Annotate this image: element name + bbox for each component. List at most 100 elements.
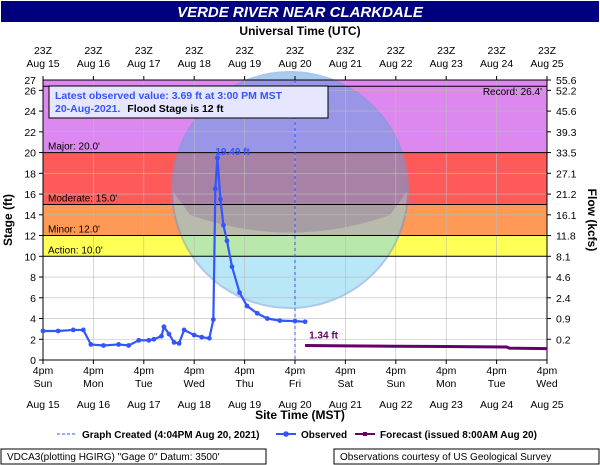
stage-tick-label: 16	[24, 189, 36, 201]
stage-tick-label: 0	[30, 355, 36, 367]
threshold-label-moderate: Moderate: 15.0'	[48, 193, 117, 204]
flow-tick-label: 0.9	[556, 314, 571, 326]
observed-point	[159, 333, 164, 339]
observed-point	[212, 186, 218, 192]
observed-point	[229, 264, 235, 270]
observed-point	[264, 316, 270, 321]
legend-forecast-label: Forecast (issued 8:00AM Aug 20)	[380, 430, 537, 441]
observed-point	[181, 327, 187, 333]
site-time-tick-time: 4pm	[486, 365, 507, 377]
observed-point	[161, 324, 167, 330]
site-time-tick-date: Aug 23	[430, 399, 463, 411]
site-time-tick-day: Wed	[183, 378, 205, 390]
utc-tick-date: Aug 22	[379, 58, 412, 70]
stage-tick-label: 27	[24, 75, 36, 87]
stage-tick-label: 10	[24, 251, 36, 263]
latest-value-box: Latest observed value: 3.69 ft at 3:00 P…	[48, 85, 329, 119]
observed-point	[277, 318, 283, 323]
stage-tick-label: 26	[24, 85, 36, 97]
flood-threshold-labels: Record: 26.4' Major: 20.0' Moderate: 15.0'…	[48, 87, 542, 256]
forecast-series	[305, 343, 548, 351]
flow-tick-label: 27.1	[556, 168, 577, 180]
threshold-label-minor: Minor: 12.0'	[48, 225, 100, 236]
observed-point	[176, 341, 182, 346]
observed-point	[210, 317, 216, 322]
stage-tick-label: 24	[24, 106, 36, 118]
observed-point	[136, 337, 142, 343]
observed-point	[126, 343, 132, 348]
flow-tick-label: 33.5	[556, 148, 577, 160]
observed-point	[221, 222, 226, 228]
flow-tick-label: 0.2	[556, 334, 571, 346]
stage-tick-label: 8	[30, 272, 36, 284]
site-time-tick-date: Aug 22	[379, 399, 412, 411]
observed-point	[224, 238, 230, 244]
utc-tick-date: Aug 19	[228, 58, 261, 70]
stage-tick-label: 12	[24, 231, 36, 243]
site-time-tick-time: 4pm	[184, 365, 205, 377]
stage-tick-label: 14	[24, 210, 36, 222]
peak-value-label: 19.49 ft	[215, 147, 250, 158]
observed-point	[214, 155, 220, 161]
observed-point	[88, 342, 94, 347]
stage-axis-title: Stage (ft)	[1, 194, 15, 246]
site-time-tick-day: Tue	[488, 378, 506, 390]
stage-tick-label: 4	[30, 314, 36, 326]
utc-tick-date: Aug 21	[329, 58, 362, 70]
utc-tick-date: Aug 23	[430, 58, 463, 70]
utc-tick-date: Aug 25	[530, 58, 563, 70]
observed-point	[166, 331, 172, 337]
utc-tick-time: 23Z	[34, 45, 53, 57]
flow-tick-label: 8.1	[556, 251, 571, 263]
flow-axis-title: Flow (kcfs)	[585, 189, 599, 252]
latest-value-box-frame	[48, 85, 329, 119]
site-time-tick-time: 4pm	[537, 365, 558, 377]
utc-tick-date: Aug 17	[127, 58, 160, 70]
site-time-tick-date: Aug 15	[26, 399, 59, 411]
site-time-tick-time: 4pm	[285, 365, 306, 377]
chart-title: VERDE RIVER NEAR CLARKDALE	[177, 4, 424, 21]
utc-tick-time: 23Z	[286, 45, 305, 57]
observed-point	[116, 342, 121, 347]
observed-point	[244, 303, 250, 309]
site-time-tick-day: Sat	[338, 378, 354, 390]
utc-tick-time: 23Z	[336, 45, 355, 57]
footer-right-box	[333, 448, 600, 465]
site-time-tick-time: 4pm	[83, 365, 104, 377]
observed-line	[43, 157, 306, 347]
flow-tick-label: 45.6	[556, 106, 577, 118]
observed-point	[171, 339, 177, 345]
site-time-tick-day: Tue	[135, 378, 153, 390]
utc-tick-time: 23Z	[538, 45, 557, 57]
forecast-line	[305, 343, 548, 351]
utc-tick-time: 23Z	[488, 45, 507, 57]
flood-stage-text: Flood Stage is 12 ft	[127, 103, 224, 115]
legend: Graph Created (4:04PM Aug 20, 2021) Obse…	[57, 430, 537, 441]
stage-tick-label: 2	[30, 334, 36, 346]
utc-tick-time: 23Z	[185, 45, 204, 57]
observed-point	[80, 327, 86, 333]
latest-value-text: Latest observed value: 3.69 ft at 3:00 P…	[55, 90, 283, 102]
site-time-tick-time: 4pm	[386, 365, 407, 377]
bottom-axis-title: Site Time (MST)	[255, 408, 345, 422]
flow-tick-label: 52.2	[556, 85, 577, 97]
datum-text: VDCA3(plotting HGIRG) "Gage 0" Datum: 35…	[7, 452, 220, 463]
flow-tick-label: 11.8	[556, 231, 576, 243]
site-time-tick-date: Aug 19	[228, 399, 261, 411]
threshold-label-record: Record: 26.4'	[483, 87, 542, 98]
site-time-tick-day: Sun	[34, 378, 53, 390]
observed-point	[302, 319, 308, 325]
site-time-tick-date: Aug 17	[127, 399, 160, 411]
site-time-tick-date: Aug 16	[77, 399, 110, 411]
threshold-label-action: Action: 10.0'	[48, 245, 103, 256]
observed-point	[101, 343, 106, 348]
observed-point	[191, 332, 197, 338]
utc-tick-date: Aug 16	[77, 58, 110, 70]
site-time-tick-date: Aug 21	[329, 399, 362, 411]
utc-tick-date: Aug 24	[480, 58, 513, 70]
threshold-label-major: Major: 20.0'	[48, 142, 100, 153]
title-bar	[1, 1, 599, 22]
